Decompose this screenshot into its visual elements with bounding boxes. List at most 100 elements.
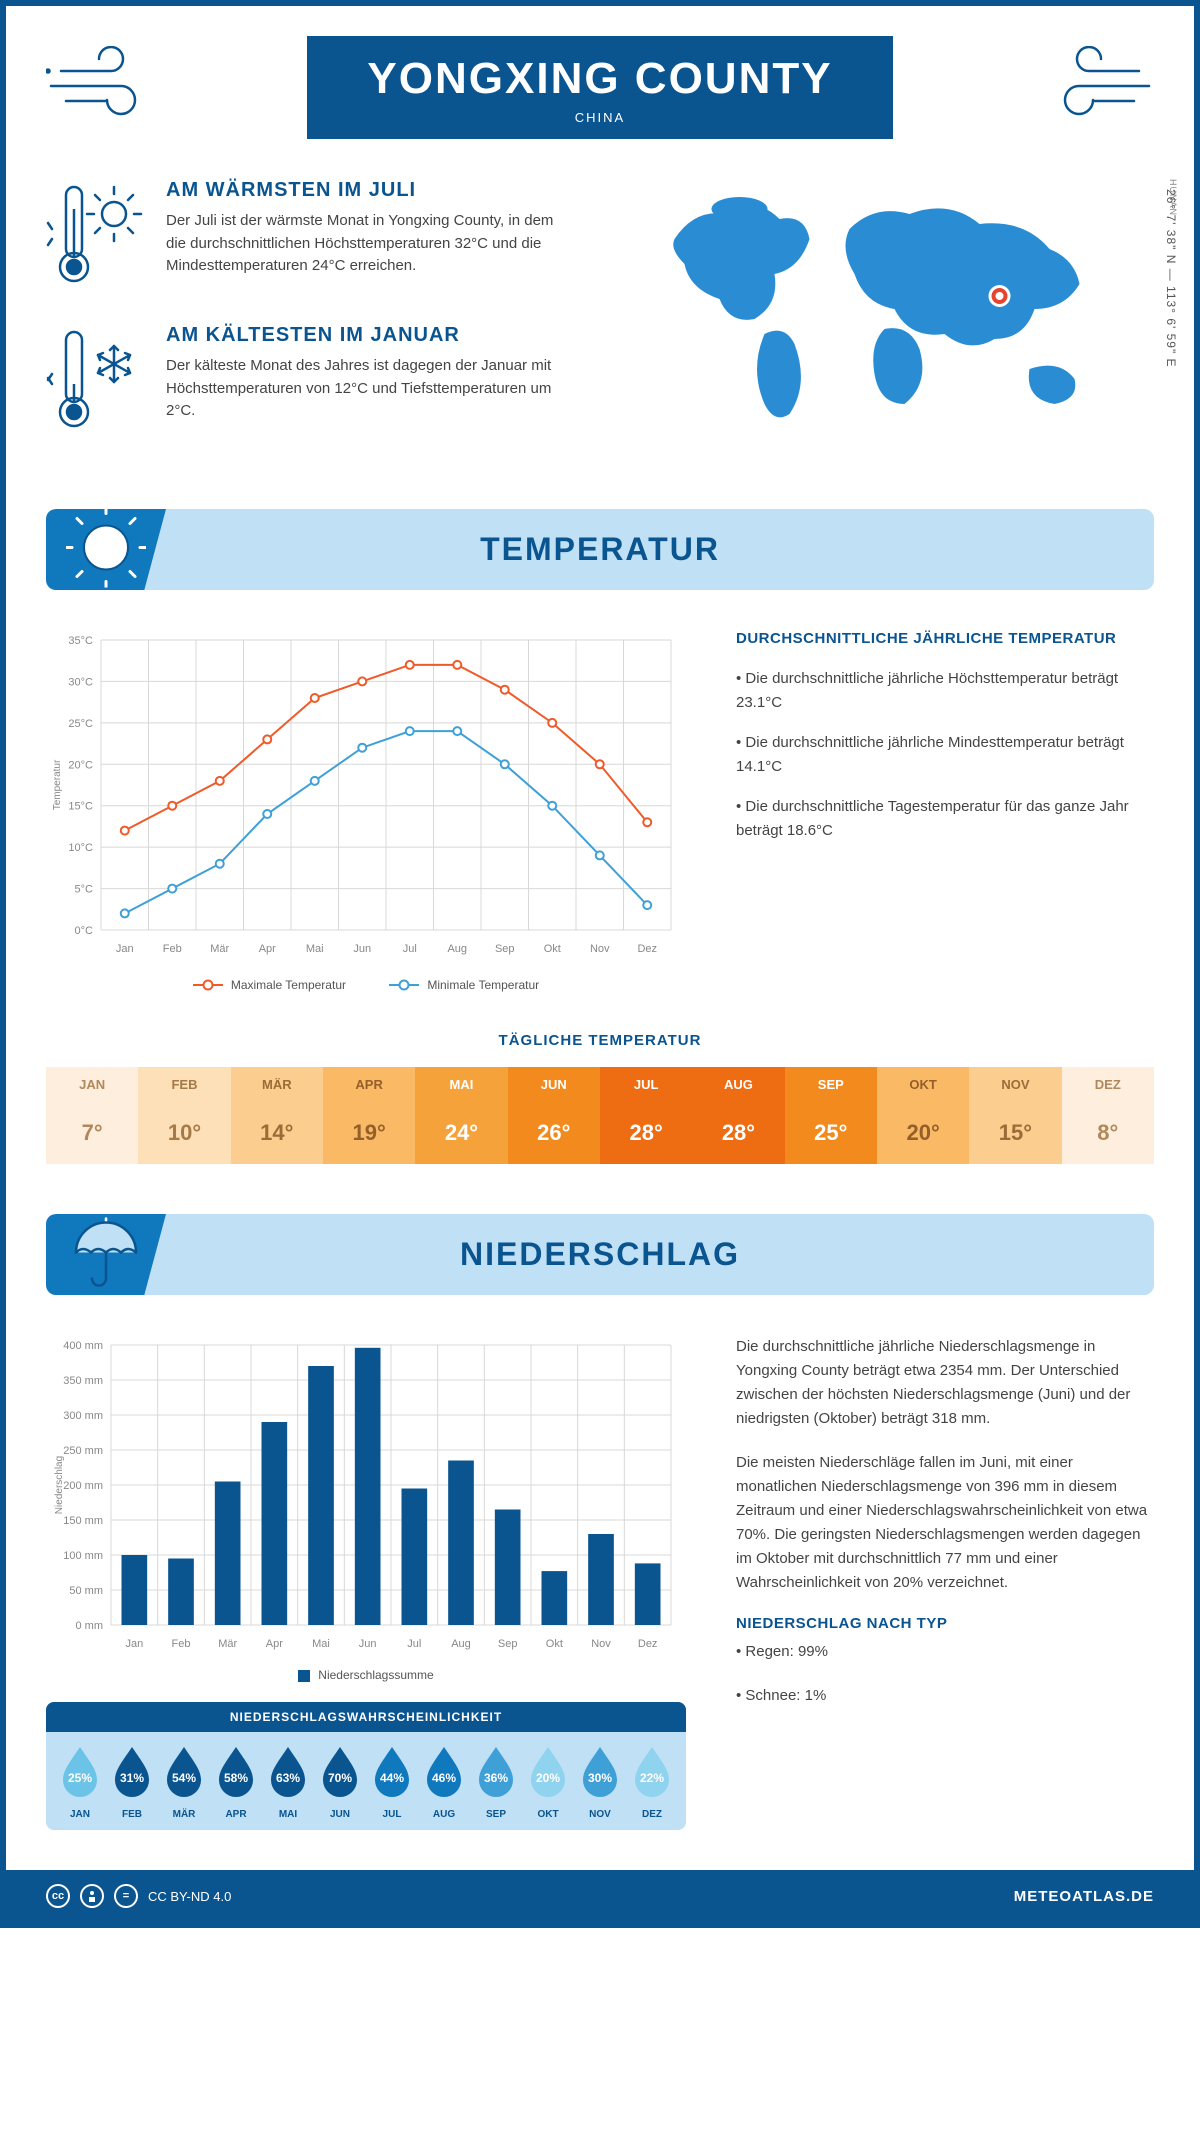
svg-text:44%: 44% xyxy=(380,1771,404,1785)
svg-text:150 mm: 150 mm xyxy=(63,1515,103,1527)
svg-text:63%: 63% xyxy=(276,1771,300,1785)
thermometer-snow-icon xyxy=(46,324,146,439)
svg-text:Sep: Sep xyxy=(498,1638,518,1650)
svg-text:58%: 58% xyxy=(224,1771,248,1785)
daily-cell: OKT20° xyxy=(877,1067,969,1164)
temperature-heading: TEMPERATUR xyxy=(46,531,1154,568)
coldest-title: AM KÄLTESTEN IM JANUAR xyxy=(166,324,566,347)
daily-cell: APR19° xyxy=(323,1067,415,1164)
probability-month: JUL xyxy=(366,1809,418,1820)
probability-heading: NIEDERSCHLAGSWAHRSCHEINLICHKEIT xyxy=(46,1702,686,1732)
probability-drop: 70% xyxy=(314,1744,366,1803)
svg-text:Apr: Apr xyxy=(266,1638,283,1650)
svg-text:70%: 70% xyxy=(328,1771,352,1785)
umbrella-icon xyxy=(66,1214,146,1295)
probability-month: FEB xyxy=(106,1809,158,1820)
svg-text:25°C: 25°C xyxy=(68,718,93,730)
precip-para-1: Die durchschnittliche jährliche Niedersc… xyxy=(736,1335,1154,1431)
by-icon xyxy=(80,1884,104,1908)
thermometer-sun-icon xyxy=(46,179,146,294)
svg-text:Nov: Nov xyxy=(591,1638,611,1650)
probability-month: JAN xyxy=(54,1809,106,1820)
precipitation-bar-chart: 0 mm50 mm100 mm150 mm200 mm250 mm300 mm3… xyxy=(46,1335,686,1682)
svg-text:Mai: Mai xyxy=(306,943,324,955)
nd-icon: = xyxy=(114,1884,138,1908)
svg-text:Nov: Nov xyxy=(590,943,610,955)
svg-text:Mär: Mär xyxy=(210,943,229,955)
svg-text:250 mm: 250 mm xyxy=(63,1445,103,1457)
svg-text:46%: 46% xyxy=(432,1771,456,1785)
wind-icon xyxy=(46,46,176,131)
probability-month: JUN xyxy=(314,1809,366,1820)
svg-text:Jan: Jan xyxy=(116,943,134,955)
daily-cell: MAI24° xyxy=(415,1067,507,1164)
svg-text:Dez: Dez xyxy=(638,1638,658,1650)
header: YONGXING COUNTY CHINA xyxy=(46,36,1154,139)
svg-text:50 mm: 50 mm xyxy=(69,1585,103,1597)
probability-month: MÄR xyxy=(158,1809,210,1820)
svg-text:350 mm: 350 mm xyxy=(63,1375,103,1387)
world-map-icon xyxy=(615,179,1154,439)
temp-stat-1: • Die durchschnittliche jährliche Höchst… xyxy=(736,667,1154,715)
svg-text:22%: 22% xyxy=(640,1771,664,1785)
svg-text:Jun: Jun xyxy=(353,943,371,955)
daily-cell: JAN7° xyxy=(46,1067,138,1164)
svg-text:200 mm: 200 mm xyxy=(63,1480,103,1492)
svg-text:Aug: Aug xyxy=(451,1638,471,1650)
temperature-line-chart: 0°C5°C10°C15°C20°C25°C30°C35°CTemperatur… xyxy=(46,630,686,992)
daily-temp-table: JAN7°FEB10°MÄR14°APR19°MAI24°JUN26°JUL28… xyxy=(46,1067,1154,1164)
precip-legend: Niederschlagssumme xyxy=(318,1668,433,1682)
probability-month: OKT xyxy=(522,1809,574,1820)
probability-drop: 58% xyxy=(210,1744,262,1803)
temp-stat-2: • Die durchschnittliche jährliche Mindes… xyxy=(736,731,1154,779)
probability-month: SEP xyxy=(470,1809,522,1820)
title-banner: YONGXING COUNTY CHINA xyxy=(307,36,892,139)
probability-drop: 20% xyxy=(522,1744,574,1803)
probability-month: APR xyxy=(210,1809,262,1820)
cc-icon: cc xyxy=(46,1884,70,1908)
svg-text:5°C: 5°C xyxy=(75,884,94,896)
precipitation-section-banner: NIEDERSCHLAG xyxy=(46,1214,1154,1295)
svg-text:Jun: Jun xyxy=(359,1638,377,1650)
daily-cell: JUN26° xyxy=(508,1067,600,1164)
svg-text:20%: 20% xyxy=(536,1771,560,1785)
daily-cell: JUL28° xyxy=(600,1067,692,1164)
svg-text:54%: 54% xyxy=(172,1771,196,1785)
svg-text:Feb: Feb xyxy=(163,943,182,955)
precip-type-rain: • Regen: 99% xyxy=(736,1640,1154,1664)
svg-text:Okt: Okt xyxy=(544,943,561,955)
svg-text:35°C: 35°C xyxy=(68,635,93,647)
warmest-title: AM WÄRMSTEN IM JULI xyxy=(166,179,566,202)
svg-text:10°C: 10°C xyxy=(68,842,93,854)
svg-text:30%: 30% xyxy=(588,1771,612,1785)
svg-text:Dez: Dez xyxy=(637,943,657,955)
svg-text:Temperatur: Temperatur xyxy=(52,759,63,810)
daily-cell: AUG28° xyxy=(692,1067,784,1164)
sun-icon xyxy=(66,509,146,590)
svg-text:Okt: Okt xyxy=(546,1638,563,1650)
svg-text:Niederschlag: Niederschlag xyxy=(54,1456,65,1514)
brand-label: METEOATLAS.DE xyxy=(1014,1888,1154,1905)
coldest-text: Der kälteste Monat des Jahres ist dagege… xyxy=(166,355,566,423)
probability-drop: 63% xyxy=(262,1744,314,1803)
probability-drop: 46% xyxy=(418,1744,470,1803)
temp-stats-heading: DURCHSCHNITTLICHE JÄHRLICHE TEMPERATUR xyxy=(736,630,1154,647)
svg-text:Jul: Jul xyxy=(403,943,417,955)
svg-text:Feb: Feb xyxy=(172,1638,191,1650)
daily-cell: NOV15° xyxy=(969,1067,1061,1164)
daily-cell: SEP25° xyxy=(785,1067,877,1164)
svg-text:25%: 25% xyxy=(68,1771,92,1785)
license-label: CC BY-ND 4.0 xyxy=(148,1889,231,1904)
svg-text:36%: 36% xyxy=(484,1771,508,1785)
precip-type-heading: NIEDERSCHLAG NACH TYP xyxy=(736,1615,1154,1632)
svg-text:Jan: Jan xyxy=(125,1638,143,1650)
legend-min: Minimale Temperatur xyxy=(427,978,539,992)
precipitation-heading: NIEDERSCHLAG xyxy=(46,1236,1154,1273)
page-subtitle: CHINA xyxy=(367,110,832,125)
world-map-container: HUNAN 26° 7' 38" N — 113° 6' 59" E xyxy=(615,179,1154,469)
warmest-block: AM WÄRMSTEN IM JULI Der Juli ist der wär… xyxy=(46,179,585,294)
svg-text:20°C: 20°C xyxy=(68,759,93,771)
probability-drop: 36% xyxy=(470,1744,522,1803)
svg-text:0 mm: 0 mm xyxy=(76,1620,104,1632)
probability-drop: 22% xyxy=(626,1744,678,1803)
